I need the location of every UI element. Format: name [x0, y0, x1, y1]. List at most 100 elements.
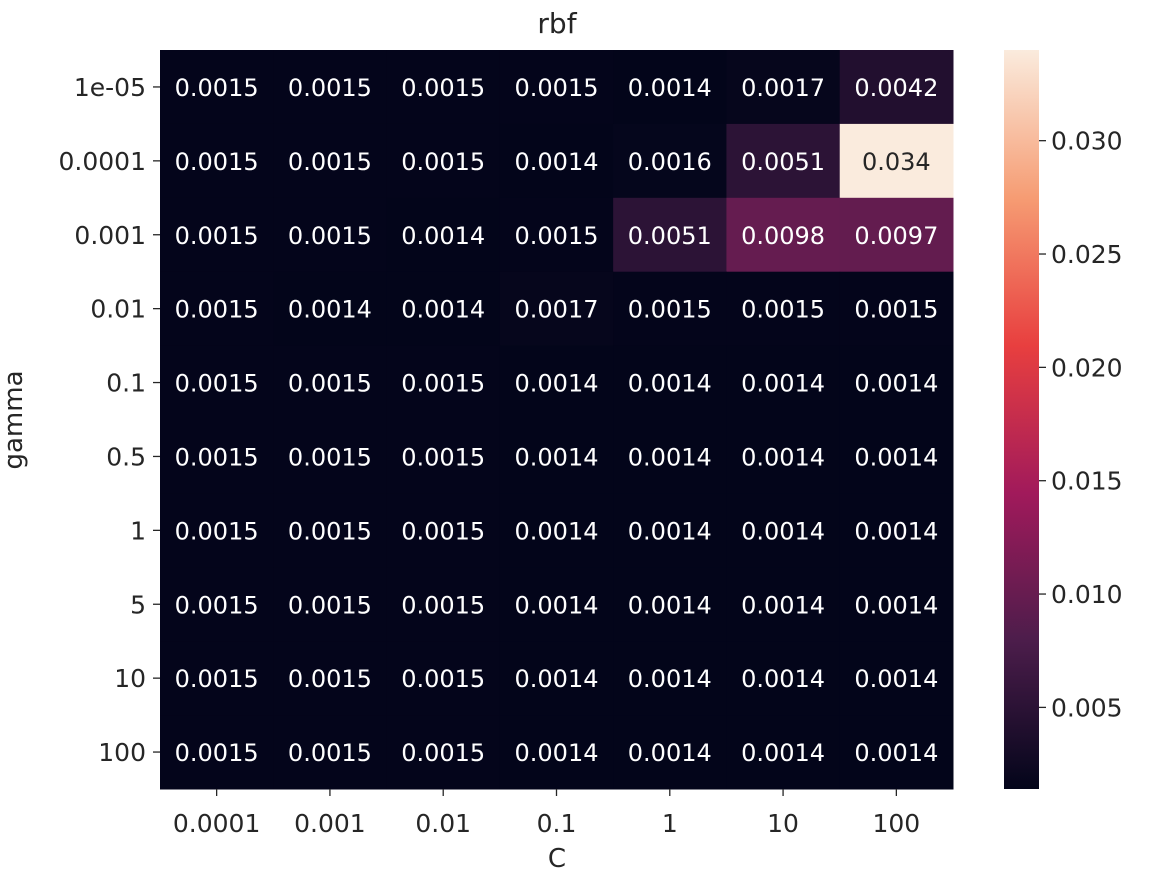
cell-value-label: 0.0014 [628, 370, 712, 398]
cell-value-label: 0.0015 [401, 517, 485, 545]
heatmap-cell [499, 123, 614, 199]
cell-value-label: 0.0015 [175, 222, 259, 250]
cell-value-label: 0.0014 [515, 591, 599, 619]
cell-value-label: 0.0098 [741, 222, 825, 250]
cell-value-label: 0.0051 [628, 222, 712, 250]
cell-value-label: 0.0015 [175, 443, 259, 471]
colorbar-tick-label: 0.005 [1051, 693, 1123, 722]
x-tick-label: 1 [662, 809, 678, 838]
cell-value-label: 0.0015 [288, 74, 372, 102]
y-tick-label: 0.001 [74, 221, 146, 250]
heatmap-cell [386, 641, 501, 716]
heatmap-cell [839, 567, 954, 642]
heatmap-cell [726, 197, 841, 273]
cell-value-label: 0.0014 [628, 665, 712, 693]
cell-value-label: 0.0014 [628, 74, 712, 102]
heatmap-cell [160, 419, 274, 494]
y-tick-label: 10 [114, 664, 146, 693]
heatmap-cell [499, 271, 614, 347]
heatmap-cell [386, 493, 501, 568]
cell-value-label: 0.0015 [628, 296, 712, 324]
cell-value-label: 0.0015 [854, 296, 938, 324]
cell-value-label: 0.0015 [288, 222, 372, 250]
y-axis-ticks: 1e-05 0.0001 0.001 0.01 0.1 0.5 1 5 10 100 [59, 73, 160, 767]
heatmap-cell [726, 641, 841, 716]
heatmap-cell [273, 271, 388, 347]
cell-value-label: 0.0015 [288, 148, 372, 176]
cell-value-label: 0.0015 [288, 370, 372, 398]
y-axis-title: gamma [0, 370, 29, 469]
heatmap-cell [726, 419, 841, 494]
heatmap-cell [160, 715, 274, 790]
cell-value-label: 0.0015 [175, 296, 259, 324]
heatmap-cell [386, 50, 501, 125]
x-axis-title: C [548, 844, 566, 874]
cell-value-label: 0.0014 [854, 665, 938, 693]
cell-value-label: 0.0014 [288, 296, 372, 324]
cell-value-label: 0.0014 [401, 296, 485, 324]
cell-value-label: 0.0014 [854, 517, 938, 545]
cell-value-label: 0.0015 [288, 591, 372, 619]
heatmap-cell [273, 345, 388, 420]
y-tick-label: 100 [98, 738, 146, 767]
heatmap-cell [386, 197, 501, 273]
heatmap-cell [273, 641, 388, 716]
y-tick-label: 0.01 [90, 295, 146, 324]
heatmap-cell [726, 493, 841, 568]
x-tick-label: 0.001 [294, 809, 366, 838]
heatmap-cell [613, 641, 727, 716]
cell-value-label: 0.0015 [401, 370, 485, 398]
heatmap-cell [839, 493, 954, 568]
heatmap-cell [726, 715, 841, 790]
heatmap-cell [273, 419, 388, 494]
cell-value-label: 0.0014 [401, 222, 485, 250]
colorbar [1004, 50, 1039, 789]
cell-value-label: 0.0014 [515, 148, 599, 176]
x-tick-label: 0.0001 [173, 809, 260, 838]
cell-value-label: 0.0014 [854, 443, 938, 471]
colorbar-tick-label: 0.010 [1051, 580, 1123, 609]
cell-value-label: 0.0015 [175, 739, 259, 767]
colorbar-tick-label: 0.015 [1051, 467, 1123, 496]
cell-value-label: 0.0015 [175, 370, 259, 398]
cell-value-label: 0.0016 [628, 148, 712, 176]
heatmap-cell [386, 271, 501, 347]
heatmap-cell [273, 493, 388, 568]
cell-value-label: 0.0014 [628, 517, 712, 545]
heatmap-cell [613, 197, 727, 273]
cell-value-label: 0.0015 [401, 148, 485, 176]
x-tick-label: 0.01 [415, 809, 471, 838]
y-tick-label: 5 [130, 590, 146, 619]
cell-annotations: 0.0015 0.0015 0.0015 0.0015 0.0014 0.0017 0.00… [175, 74, 939, 767]
colorbar-tick-label: 0.020 [1051, 353, 1123, 382]
heatmap-cell [499, 641, 614, 716]
heatmap-cell [726, 567, 841, 642]
cell-value-label: 0.0015 [288, 665, 372, 693]
heatmap-cell [839, 419, 954, 494]
cell-value-label: 0.0014 [741, 443, 825, 471]
heatmap-cell [613, 50, 727, 125]
cell-value-label: 0.0014 [741, 739, 825, 767]
cell-value-label: 0.0015 [288, 517, 372, 545]
heatmap-cell [160, 567, 274, 642]
heatmap-cell [499, 345, 614, 420]
cell-value-label: 0.0014 [515, 739, 599, 767]
cell-value-label: 0.0014 [854, 591, 938, 619]
cell-value-label: 0.0014 [628, 739, 712, 767]
cell-value-label: 0.0014 [854, 370, 938, 398]
cell-value-label: 0.0015 [401, 591, 485, 619]
heatmap-cell [386, 345, 501, 420]
colorbar-tick-label: 0.030 [1051, 127, 1123, 156]
cell-value-label: 0.0015 [741, 296, 825, 324]
heatmap-cell [726, 50, 841, 125]
heatmap-cell [386, 419, 501, 494]
cell-value-label: 0.0015 [401, 739, 485, 767]
heatmap-cell [499, 493, 614, 568]
heatmap-cell [839, 197, 954, 273]
cell-value-label: 0.0015 [288, 739, 372, 767]
cell-value-label: 0.0014 [741, 517, 825, 545]
heatmap-cell [839, 345, 954, 420]
heatmap-cell [160, 493, 274, 568]
heatmap-cell [160, 345, 274, 420]
